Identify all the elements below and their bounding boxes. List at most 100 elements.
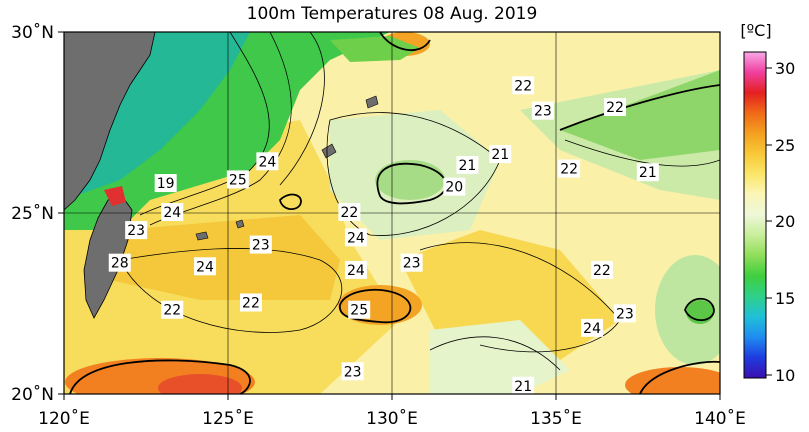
contour-label: 24 bbox=[344, 260, 367, 279]
contour-label-text: 23 bbox=[127, 223, 145, 239]
colorbar-tick-label-25: 25 bbox=[775, 136, 795, 155]
contour-line-north bbox=[379, 32, 431, 51]
contour-label-text: 21 bbox=[491, 147, 509, 163]
contour-label: 24 bbox=[581, 318, 604, 337]
contour-label-text: 22 bbox=[606, 100, 624, 116]
x-tick-label-120e: 120˚E bbox=[38, 408, 90, 429]
contour-label-bg bbox=[348, 300, 371, 319]
x-tick-label-130e: 130˚E bbox=[366, 408, 418, 429]
contour-label-text: 24 bbox=[583, 321, 601, 337]
warm-region-central bbox=[110, 215, 340, 300]
x-tick-label-140e: 140˚E bbox=[694, 408, 746, 429]
colorbar-tick-label-10: 10 bbox=[775, 366, 795, 385]
contour-label-text: 23 bbox=[616, 306, 634, 322]
colorbar-tick-label-15: 15 bbox=[775, 289, 795, 308]
contour-label-text: 24 bbox=[258, 154, 276, 170]
contour-label-bg bbox=[590, 260, 613, 279]
colorbar-tick-label-30: 30 bbox=[775, 59, 795, 78]
contour-label: 22 bbox=[558, 159, 581, 178]
hot-patch-taiwan-strait bbox=[104, 186, 126, 206]
contour-label: 22 bbox=[161, 300, 184, 319]
contour-label-text: 23 bbox=[344, 364, 362, 380]
contour-label-text: 23 bbox=[403, 256, 421, 272]
contour-label-text: 22 bbox=[163, 303, 181, 319]
contour-line bbox=[139, 32, 270, 216]
land-china bbox=[64, 32, 156, 211]
contour-label-bg bbox=[489, 145, 512, 164]
contour-label-bg bbox=[154, 174, 177, 193]
land-taiwan bbox=[83, 195, 133, 319]
island-okinawa bbox=[321, 143, 337, 159]
warm-patch-south-east bbox=[625, 367, 720, 394]
contour-label: 23 bbox=[400, 253, 423, 272]
contour-label-text: 24 bbox=[347, 263, 365, 279]
contour-line bbox=[119, 248, 343, 333]
contour-lines bbox=[69, 32, 720, 394]
contour-label: 24 bbox=[161, 203, 184, 221]
colorbar-unit: [ºC] bbox=[740, 21, 771, 40]
contour-label: 23 bbox=[125, 221, 148, 240]
contour-label: 21 bbox=[489, 145, 512, 164]
contour-label: 21 bbox=[456, 155, 479, 174]
contour-label: 24 bbox=[256, 152, 279, 171]
contour-line bbox=[279, 32, 325, 186]
contour-label-bg bbox=[636, 163, 659, 182]
contour-label-text: 22 bbox=[593, 263, 611, 279]
contour-label: 22 bbox=[338, 203, 361, 221]
contour-label-bg bbox=[613, 304, 636, 323]
contour-label-text: 28 bbox=[111, 256, 129, 272]
contour-label-bg bbox=[443, 177, 466, 196]
contour-label-bg bbox=[226, 170, 249, 189]
contour-line-south-west bbox=[69, 359, 251, 394]
contour-label: 23 bbox=[341, 362, 364, 381]
contour-label-bg bbox=[344, 228, 367, 247]
y-tick-label-20n: 20˚N bbox=[11, 384, 54, 405]
contour-label-bg bbox=[512, 376, 535, 394]
contour-label-bg bbox=[161, 300, 184, 319]
contour-label: 23 bbox=[531, 101, 554, 120]
contour-line bbox=[279, 193, 302, 211]
colorbar-ticks bbox=[766, 67, 772, 376]
grid-lines bbox=[64, 32, 720, 394]
island-amami bbox=[365, 95, 379, 109]
contour-label-bg bbox=[344, 260, 367, 279]
contour-label-text: 22 bbox=[242, 296, 260, 312]
contour-label-bg bbox=[194, 257, 217, 276]
y-tick-label-30n: 30˚N bbox=[11, 22, 54, 43]
contour-label-bg bbox=[581, 318, 604, 337]
contour-line bbox=[149, 32, 292, 226]
contour-label: 24 bbox=[194, 257, 217, 276]
x-tick-label-135e: 135˚E bbox=[530, 408, 582, 429]
contour-label: 19 bbox=[154, 174, 177, 193]
contour-label: 24 bbox=[344, 228, 367, 247]
contour-label-bg bbox=[108, 253, 131, 272]
contour-label: 23 bbox=[249, 235, 272, 254]
contour-label-text: 22 bbox=[340, 205, 358, 221]
contour-label: 22 bbox=[590, 260, 613, 279]
contour-label-bg bbox=[604, 98, 627, 117]
contour-label-text: 19 bbox=[157, 176, 175, 192]
contour-label: 25 bbox=[348, 300, 371, 319]
colorbar bbox=[743, 51, 767, 379]
contour-label-text: 23 bbox=[534, 104, 552, 120]
contour-label-bg bbox=[125, 221, 148, 240]
contour-label-bg bbox=[341, 362, 364, 381]
x-tick-label-125e: 125˚E bbox=[202, 408, 254, 429]
contour-label-bg bbox=[161, 203, 184, 221]
contour-line-east bbox=[684, 297, 715, 322]
contour-label-bg bbox=[456, 155, 479, 174]
contour-label-bg bbox=[239, 293, 262, 312]
contour-label-bg bbox=[249, 235, 272, 254]
green-patch-north bbox=[330, 36, 420, 62]
contour-label-bg bbox=[338, 203, 361, 221]
contour-label: 22 bbox=[239, 293, 262, 312]
contour-label: 22 bbox=[512, 76, 535, 95]
island-miyako bbox=[235, 219, 245, 229]
y-tick-label-25n: 25˚N bbox=[11, 203, 54, 224]
contour-label: 23 bbox=[613, 304, 636, 323]
contour-line-south-east bbox=[639, 360, 720, 394]
contour-label-text: 21 bbox=[459, 158, 477, 174]
hot-patch-south-west bbox=[158, 374, 242, 394]
